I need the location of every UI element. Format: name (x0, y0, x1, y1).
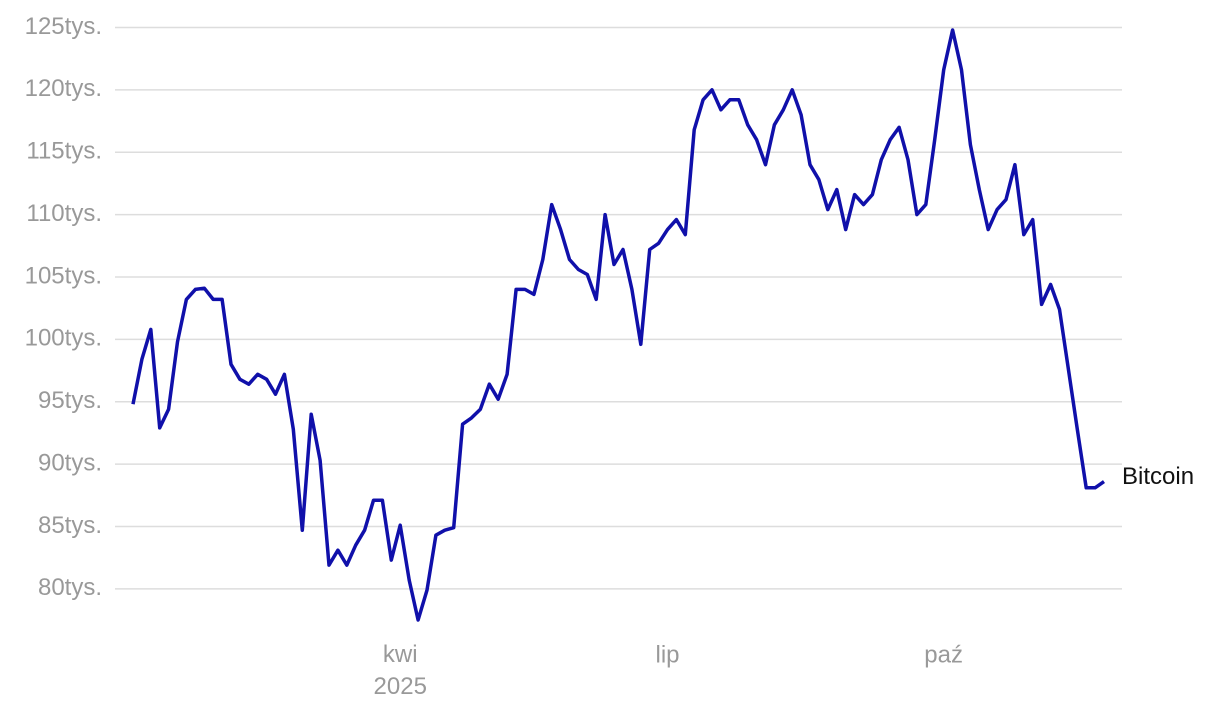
series-label: Bitcoin (1122, 463, 1194, 490)
y-tick-label: 120tys. (25, 75, 102, 102)
y-tick-label: 85tys. (38, 512, 102, 539)
y-tick-label: 110tys. (26, 200, 102, 227)
series-line (131, 28, 1106, 622)
y-tick-label: 90tys. (38, 449, 102, 476)
x-tick-label: paź (924, 641, 963, 668)
x-tick-label: lip (655, 641, 679, 668)
y-tick-label: 80tys. (38, 574, 102, 601)
y-tick-label: 115tys. (26, 138, 102, 165)
y-tick-label: 100tys. (25, 325, 102, 352)
x-tick-label: kwi 2025 (374, 641, 427, 700)
y-tick-label: 125tys. (25, 13, 102, 40)
y-tick-label: 105tys. (25, 262, 102, 289)
y-tick-label: 95tys. (38, 387, 102, 414)
